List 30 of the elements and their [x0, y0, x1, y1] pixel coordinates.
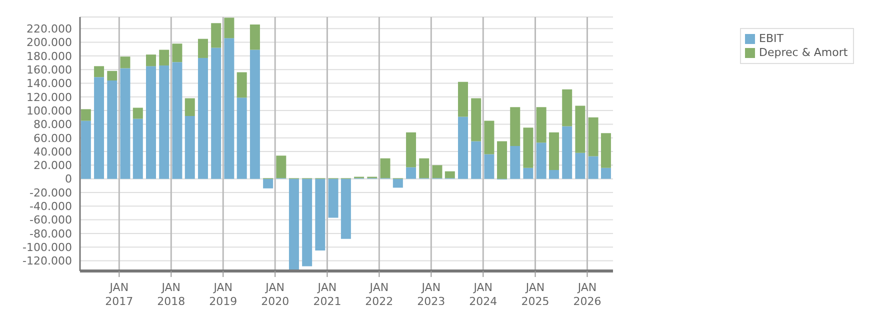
x-tick-label: JAN 2021 — [313, 281, 342, 308]
y-tick-label: 20.000 — [34, 159, 72, 172]
y-tick-label: 180.000 — [26, 50, 72, 63]
y-tick-label: 120.000 — [26, 90, 72, 104]
x-tick-label: JAN 2024 — [469, 281, 498, 308]
y-tick-label: -40.000 — [30, 200, 72, 214]
y-tick-label: 60.000 — [34, 132, 72, 145]
y-tick-label: 160.000 — [26, 63, 72, 76]
y-tick-label: -60.000 — [30, 214, 72, 227]
x-tick-label: JAN 2022 — [365, 281, 394, 308]
legend-label: EBIT — [759, 32, 784, 46]
y-tick-label: 140.000 — [26, 77, 72, 90]
y-tick-label: -80.000 — [30, 227, 72, 240]
y-tick-label: 220.000 — [26, 22, 72, 36]
legend-label: Deprec & Amort — [759, 46, 848, 60]
y-tick-label: -20.000 — [30, 186, 72, 200]
x-tick-label: JAN 2025 — [521, 281, 550, 308]
x-tick-label: JAN 2018 — [157, 281, 186, 308]
y-tick-label: 100.000 — [26, 104, 72, 118]
x-tick-label: JAN 2023 — [417, 281, 446, 308]
x-tick-label: JAN 2017 — [105, 281, 134, 308]
x-tick-label: JAN 2020 — [261, 281, 290, 308]
x-tick-label: JAN 2019 — [209, 281, 238, 308]
x-tick-label: JAN 2026 — [573, 281, 602, 308]
y-tick-label: 40.000 — [34, 145, 72, 158]
y-tick-label: 200.000 — [26, 36, 72, 50]
y-tick-label: 0 — [65, 172, 72, 186]
y-tick-label: -120.000 — [22, 254, 72, 268]
y-tick-label: 80.000 — [34, 118, 72, 132]
y-tick-label: -100.000 — [22, 241, 72, 254]
